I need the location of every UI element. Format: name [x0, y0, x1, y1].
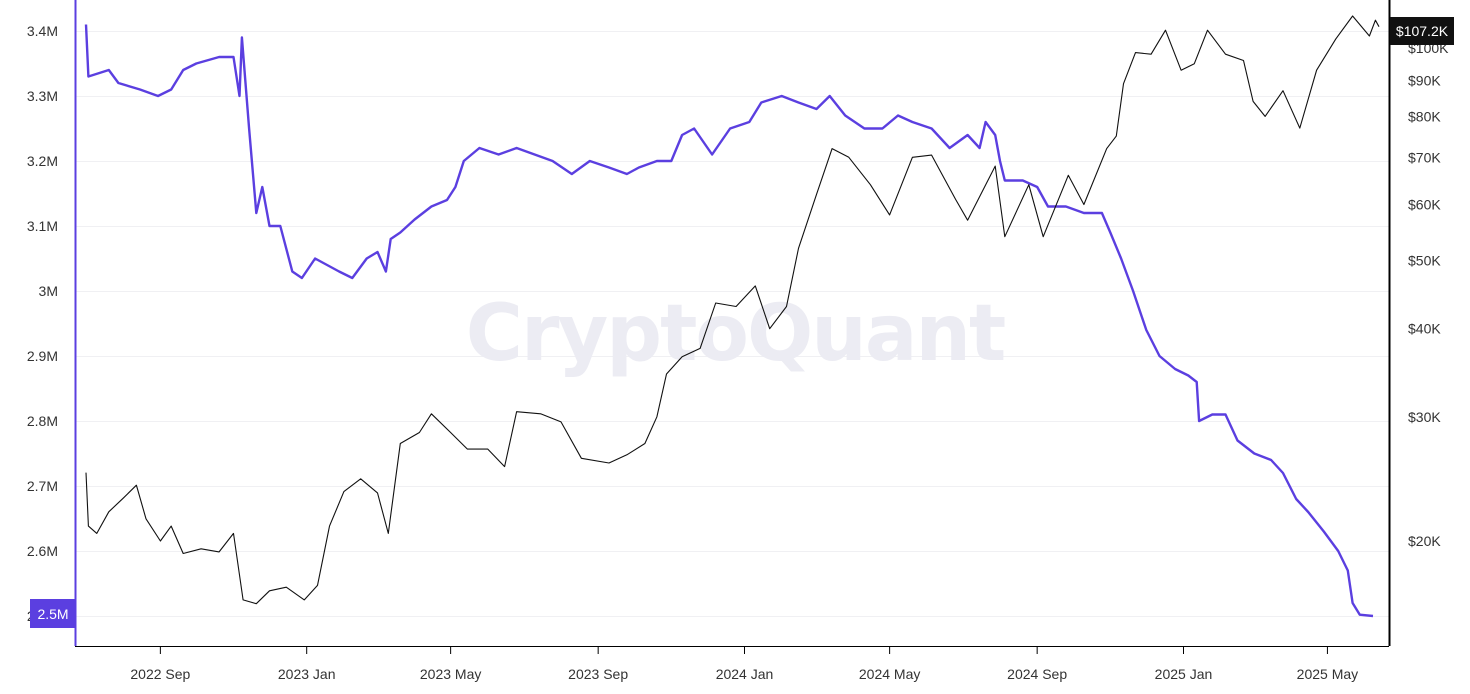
series-line-left-axis	[84, 24, 1374, 618]
x-tick-label: 2024 May	[859, 666, 920, 682]
watermark-logo: CryptoQuant	[466, 289, 1005, 379]
right-badge-label: $107.2K	[1396, 23, 1449, 39]
right-tick-label: $80K	[1408, 108, 1441, 124]
left-value-badge: 2.5M	[30, 599, 76, 628]
right-value-badge: $107.2K	[1390, 17, 1454, 45]
x-tick-label: 2023 Sep	[568, 666, 628, 682]
x-tick-label: 2023 May	[420, 666, 481, 682]
right-tick-label: $50K	[1408, 252, 1441, 268]
left-tick-label: 3.2M	[27, 153, 58, 169]
right-tick-label: $30K	[1408, 409, 1441, 425]
right-tick-label: $70K	[1408, 149, 1441, 165]
gridlines	[76, 31, 1389, 617]
right-tick-label: $60K	[1408, 196, 1441, 212]
left-tick-label: 2.6M	[27, 543, 58, 559]
left-tick-label: 2.7M	[27, 478, 58, 494]
left-tick-label: 3.3M	[27, 88, 58, 104]
left-tick-label: 3.1M	[27, 218, 58, 234]
x-tick-label: 2025 Jan	[1155, 666, 1213, 682]
left-tick-label: 3.4M	[27, 23, 58, 39]
right-tick-label: $90K	[1408, 72, 1441, 88]
left-badge-bg	[30, 599, 76, 628]
left-tick-label: 2.8M	[27, 413, 58, 429]
x-axis-ticks: 2022 Sep 2023 Jan 2023 May 2023 Sep 2024 Jan…	[130, 646, 1358, 682]
left-tick-label: 3M	[39, 283, 58, 299]
x-tick-label: 2022 Sep	[130, 666, 190, 682]
right-axis-ticks: $20K$30K$40K$50K$60K$70K$80K$90K$100K	[1408, 40, 1449, 549]
x-tick-label: 2024 Sep	[1007, 666, 1067, 682]
right-tick-label: $40K	[1408, 321, 1441, 337]
left-badge-label: 2.5M	[37, 606, 68, 622]
x-tick-label: 2025 May	[1297, 666, 1358, 682]
axes	[74, 0, 1391, 647]
series-line-right-axis	[85, 15, 1380, 605]
right-badge-bg	[1390, 17, 1454, 45]
x-tick-label: 2023 Jan	[278, 666, 336, 682]
series-layer	[84, 15, 1380, 618]
left-tick-label: 2.9M	[27, 348, 58, 364]
right-tick-label: $20K	[1408, 533, 1441, 549]
x-tick-label: 2024 Jan	[716, 666, 774, 682]
